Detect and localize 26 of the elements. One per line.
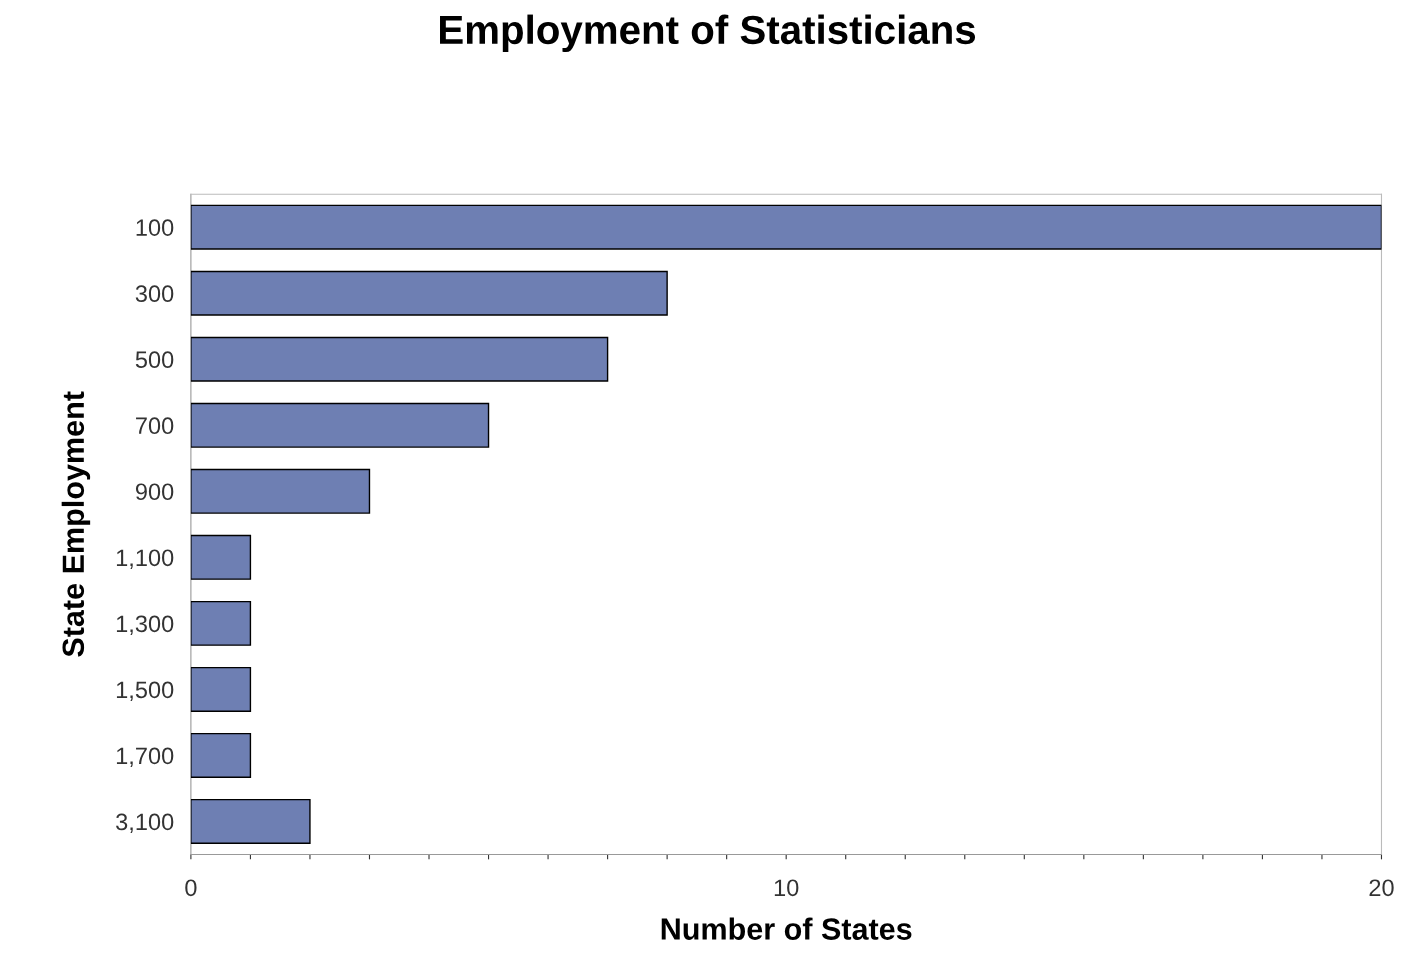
y-tick-label: 100 [136,219,174,236]
y-tick-label: 1,100 [116,549,174,569]
bar [190,534,252,580]
bar [190,666,252,712]
x-tick-label: 20 [1369,879,1394,897]
y-tick-label: 1,500 [116,681,174,701]
chart-title: Employment of Statisticians [440,14,976,53]
y-tick-label: 700 [136,417,174,435]
y-tick-label: 500 [135,351,174,369]
bar [190,468,371,514]
y-tick-label: 1,700 [116,747,174,768]
bar [190,798,311,844]
bar [190,600,252,646]
x-tick-label: 10 [774,879,799,897]
y-axis-title: State Employment [61,391,91,657]
y-tick-label: 3,100 [116,813,174,834]
y-tick-label: 300 [135,285,174,303]
bar [190,336,609,382]
y-tick-label: 900 [135,483,174,501]
bar [190,402,490,448]
x-axis-title: Number of States [661,917,912,940]
bar [190,270,668,316]
x-tick-label: 0 [185,879,197,897]
bar [190,204,1382,250]
y-tick-label: 1,300 [116,615,174,635]
bar [190,732,252,778]
